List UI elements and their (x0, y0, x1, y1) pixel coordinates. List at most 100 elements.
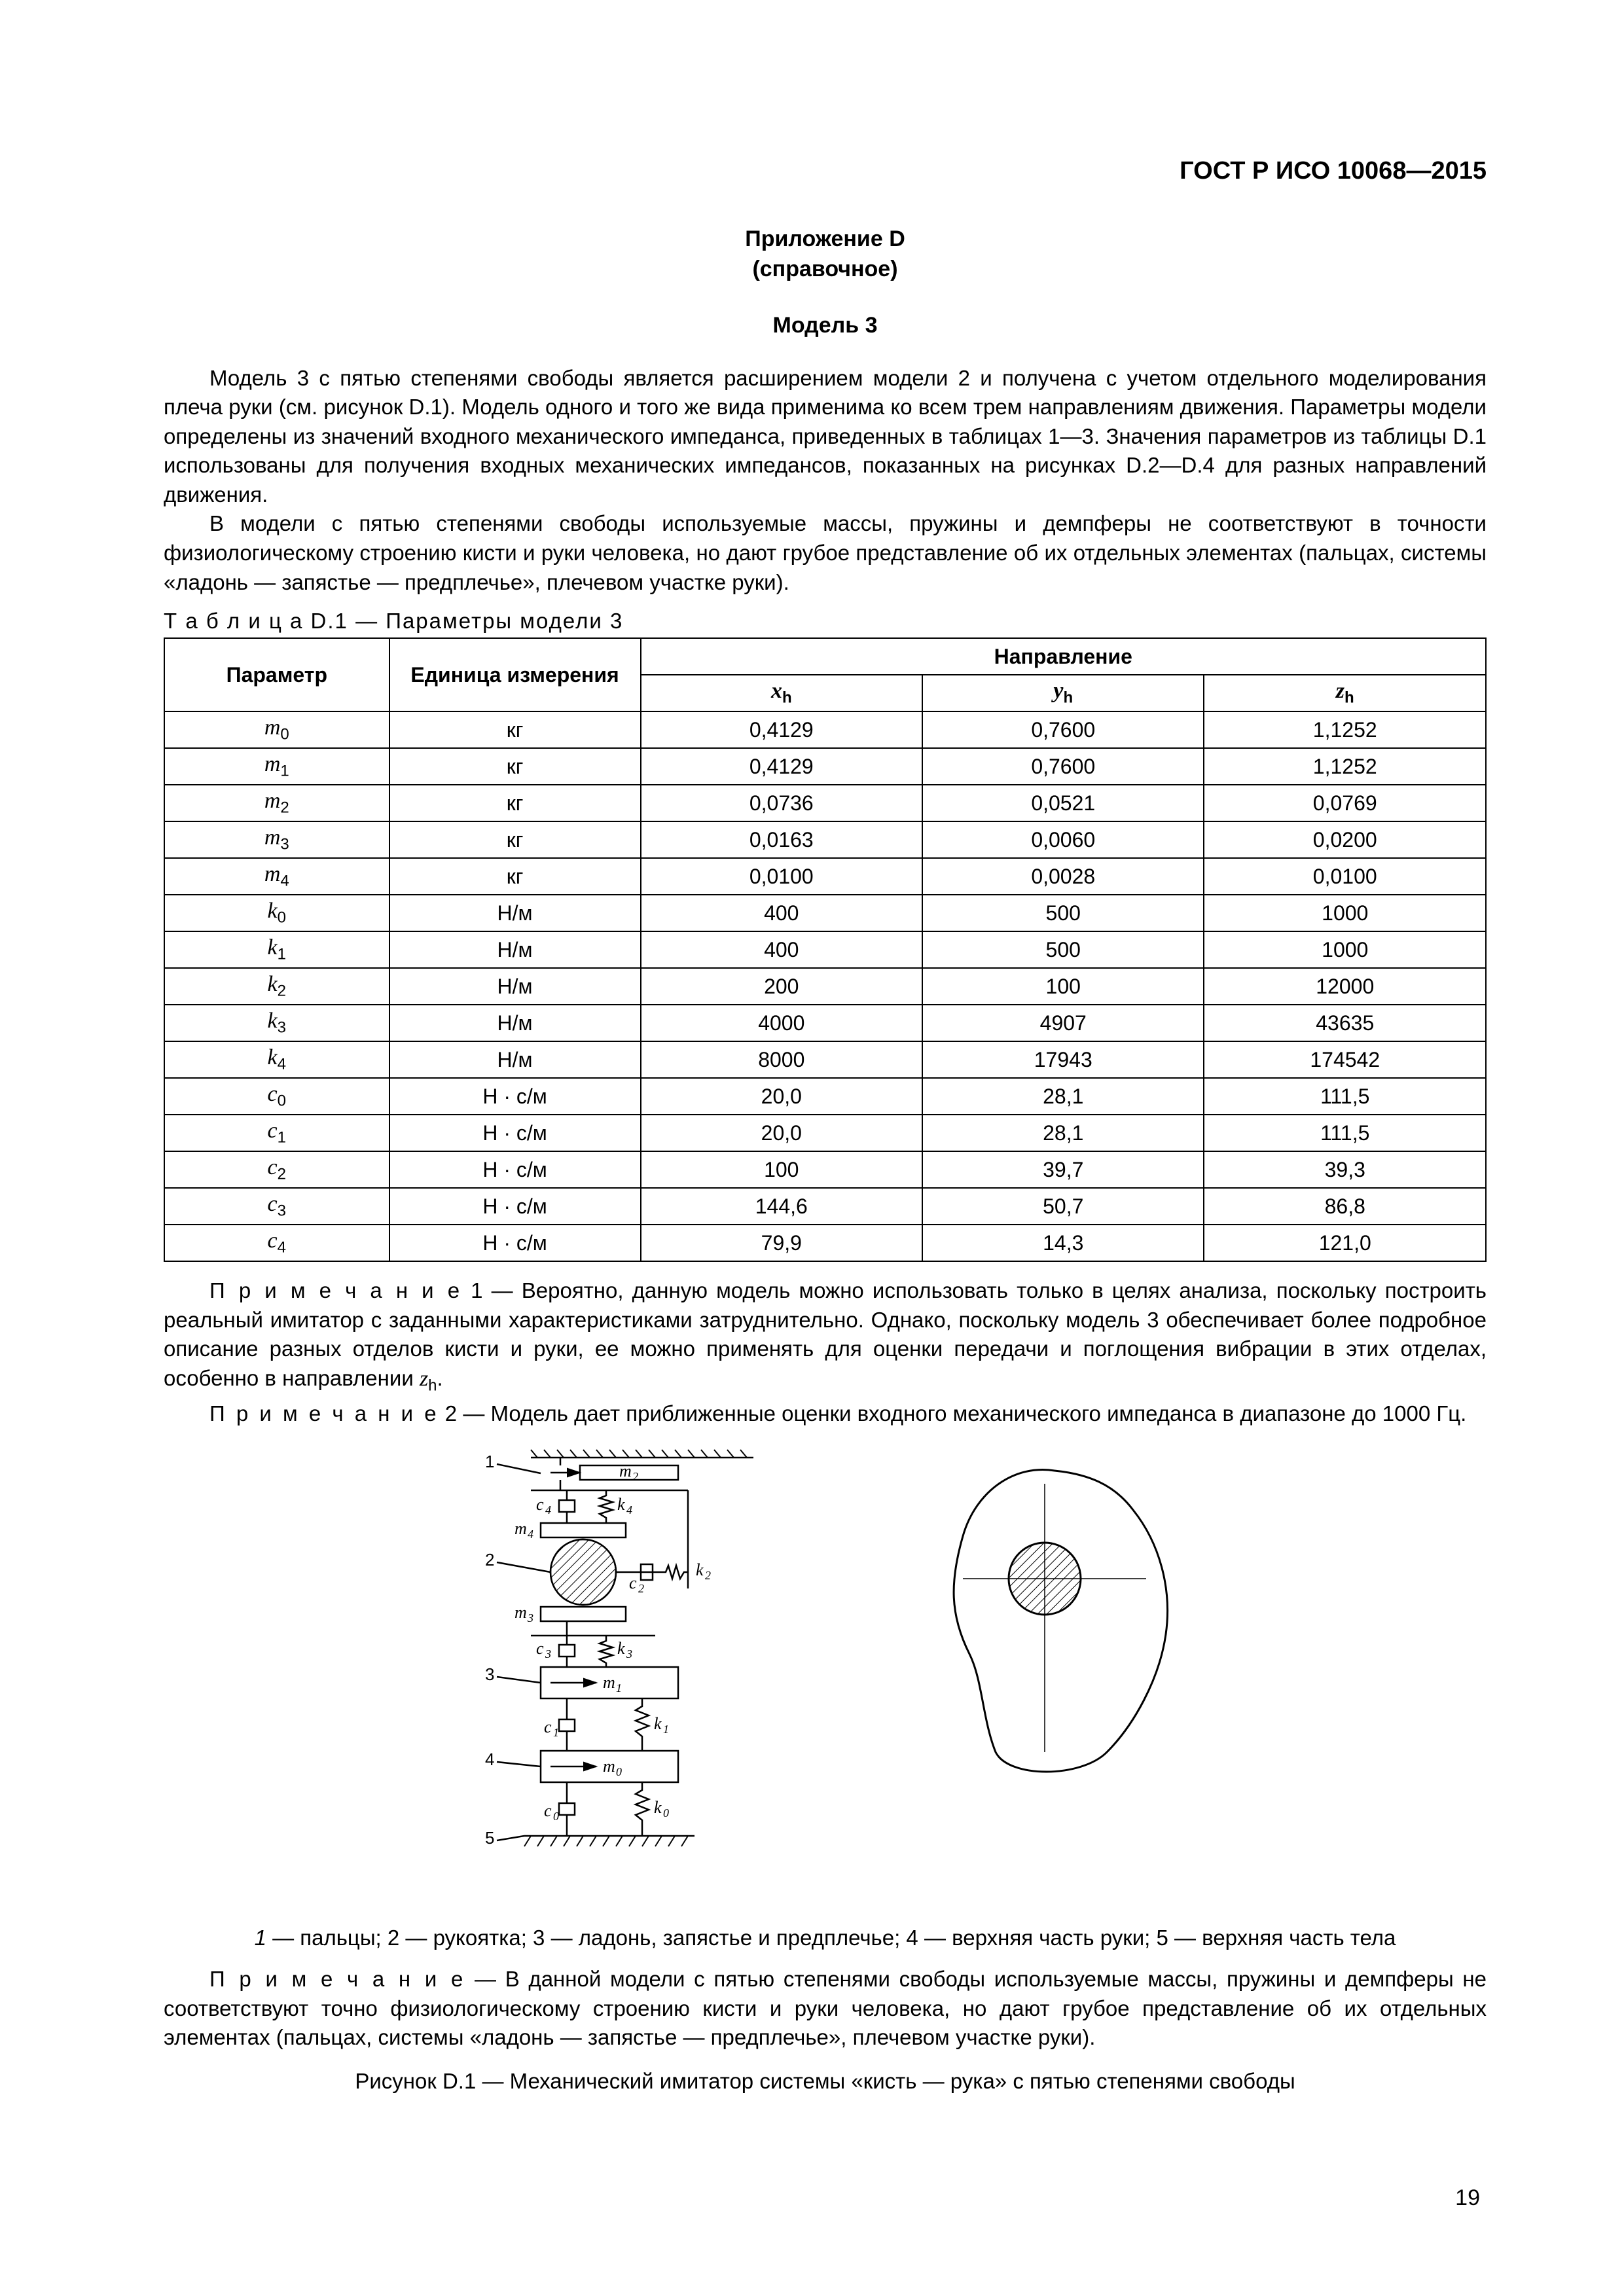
svg-text:c: c (544, 1801, 552, 1820)
svg-text:3: 3 (485, 1664, 494, 1684)
cell: 28,1 (922, 1078, 1204, 1115)
cell: 0,0200 (1204, 821, 1486, 858)
cell: 0,0521 (922, 785, 1204, 821)
table-row: c2Н · с/м10039,739,3 (164, 1151, 1486, 1188)
cell: k1 (164, 931, 389, 968)
cell: c4 (164, 1225, 389, 1261)
cell: 4907 (922, 1005, 1204, 1041)
svg-text:k: k (696, 1560, 704, 1579)
cell: 1000 (1204, 895, 1486, 931)
cell: Н · с/м (389, 1078, 641, 1115)
cell: кг (389, 821, 641, 858)
svg-text:k: k (654, 1714, 662, 1733)
col-yh: yh (922, 675, 1204, 711)
model-title: Модель 3 (164, 311, 1487, 341)
cell: 144,6 (641, 1188, 922, 1225)
table-row: m0кг0,41290,76001,1252 (164, 711, 1486, 748)
cell: Н/м (389, 1041, 641, 1078)
svg-text:1: 1 (663, 1723, 669, 1736)
cell: m2 (164, 785, 389, 821)
table-caption: Т а б л и ц а D.1 — Параметры модели 3 (164, 609, 1487, 634)
cell: 0,7600 (922, 711, 1204, 748)
figure-caption: Рисунок D.1 — Механический имитатор сист… (164, 2069, 1487, 2094)
cell: 20,0 (641, 1115, 922, 1151)
svg-text:0: 0 (663, 1806, 669, 1820)
cell: c2 (164, 1151, 389, 1188)
cell: c1 (164, 1115, 389, 1151)
table-caption-lead: Т а б л и ц а (164, 609, 303, 633)
standard-header: ГОСТ Р ИСО 10068—2015 (164, 157, 1487, 185)
cell: 28,1 (922, 1115, 1204, 1151)
svg-text:c: c (536, 1639, 544, 1658)
col-direction: Направление (641, 638, 1486, 675)
cell: 1,1252 (1204, 748, 1486, 785)
cell: m1 (164, 748, 389, 785)
note-3: П р и м е ч а н и е — В данной модели с … (164, 1965, 1487, 2053)
svg-text:k: k (654, 1798, 662, 1817)
cell: 0,0060 (922, 821, 1204, 858)
svg-text:4: 4 (545, 1503, 551, 1516)
svg-text:1: 1 (616, 1681, 622, 1695)
cell: k0 (164, 895, 389, 931)
col-xh: xh (641, 675, 922, 711)
parameters-table: Параметр Единица измерения Направление x… (164, 637, 1487, 1262)
page-number: 19 (1455, 2185, 1480, 2211)
svg-text:m: m (514, 1603, 527, 1622)
cell: 0,0100 (1204, 858, 1486, 895)
svg-text:2: 2 (638, 1582, 644, 1595)
col-zh: zh (1204, 675, 1486, 711)
table-row: c3Н · с/м144,650,786,8 (164, 1188, 1486, 1225)
cell: 4000 (641, 1005, 922, 1041)
cell: 20,0 (641, 1078, 922, 1115)
table-row: k1Н/м4005001000 (164, 931, 1486, 968)
svg-text:2: 2 (485, 1550, 494, 1570)
svg-text:c: c (544, 1717, 552, 1736)
cell: Н · с/м (389, 1188, 641, 1225)
table-row: m4кг0,01000,00280,0100 (164, 858, 1486, 895)
svg-text:2: 2 (705, 1569, 711, 1582)
svg-text:0: 0 (616, 1765, 622, 1778)
cell: 0,0100 (641, 858, 922, 895)
hand-outline (911, 1444, 1199, 1785)
cell: 8000 (641, 1041, 922, 1078)
cell: 400 (641, 895, 922, 931)
paragraph-1: Модель 3 с пятью степенями свободы являе… (164, 364, 1487, 510)
cell: Н/м (389, 931, 641, 968)
cell: кг (389, 711, 641, 748)
appendix-type: (справочное) (164, 255, 1487, 285)
cell: 111,5 (1204, 1115, 1486, 1151)
cell: 1000 (1204, 931, 1486, 968)
svg-text:k: k (617, 1639, 625, 1658)
svg-text:0: 0 (553, 1810, 559, 1823)
svg-text:3: 3 (545, 1647, 551, 1660)
svg-text:m: m (603, 1757, 615, 1776)
svg-text:4: 4 (485, 1749, 494, 1769)
cell: 0,0163 (641, 821, 922, 858)
cell: 0,7600 (922, 748, 1204, 785)
cell: k4 (164, 1041, 389, 1078)
cell: 174542 (1204, 1041, 1486, 1078)
cell: 39,7 (922, 1151, 1204, 1188)
cell: c3 (164, 1188, 389, 1225)
cell: 0,0769 (1204, 785, 1486, 821)
cell: 0,0736 (641, 785, 922, 821)
figure-legend: 1 — пальцы; 2 — рукоятка; 3 — ладонь, за… (164, 1926, 1487, 1950)
paragraph-2: В модели с пятью степенями свободы испол… (164, 509, 1487, 597)
cell: 111,5 (1204, 1078, 1486, 1115)
cell: 43635 (1204, 1005, 1486, 1041)
table-row: k0Н/м4005001000 (164, 895, 1486, 931)
cell: 0,4129 (641, 748, 922, 785)
appendix-title: Приложение D (164, 224, 1487, 255)
table-row: m2кг0,07360,05210,0769 (164, 785, 1486, 821)
table-row: m3кг0,01630,00600,0200 (164, 821, 1486, 858)
cell: 500 (922, 931, 1204, 968)
table-row: c1Н · с/м20,028,1111,5 (164, 1115, 1486, 1151)
cell: c0 (164, 1078, 389, 1115)
cell: кг (389, 785, 641, 821)
svg-text:m: m (603, 1673, 615, 1692)
svg-text:4: 4 (528, 1528, 533, 1541)
cell: 121,0 (1204, 1225, 1486, 1261)
cell: 39,3 (1204, 1151, 1486, 1188)
cell: 50,7 (922, 1188, 1204, 1225)
cell: Н/м (389, 1005, 641, 1041)
